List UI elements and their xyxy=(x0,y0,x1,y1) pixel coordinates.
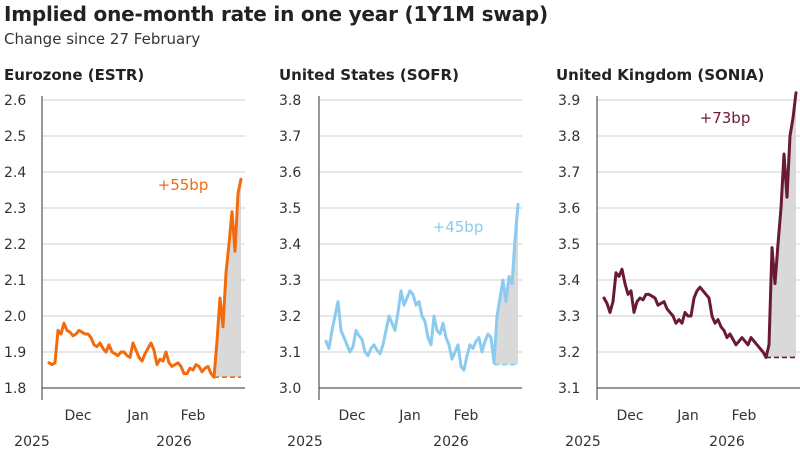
y-tick-label: 3.3 xyxy=(279,273,301,289)
y-tick-label: 3.7 xyxy=(279,129,301,145)
y-tick-label: 2.3 xyxy=(4,201,26,217)
y-tick-label: 2.4 xyxy=(4,165,26,181)
y-tick-label: 2.5 xyxy=(4,129,26,145)
x-tick-label: Dec xyxy=(616,408,643,424)
y-tick-label: 3.4 xyxy=(558,273,580,289)
panel-eurozone: Eurozone (ESTR) 2.6 2.5 2.4 2.3 2.2 2.1 2.0 1.9 1… xyxy=(4,66,245,450)
series-line xyxy=(324,202,520,372)
panel-title: Eurozone (ESTR) xyxy=(4,66,144,84)
chart-title: Implied one-month rate in one year (1Y1M… xyxy=(4,2,548,26)
series-line xyxy=(47,177,243,379)
change-area xyxy=(494,204,518,365)
change-annotation: +73bp xyxy=(700,109,751,127)
x-tick-label: Jan xyxy=(676,408,699,424)
year-label: 2025 xyxy=(14,434,50,450)
x-tick-label: Feb xyxy=(732,408,757,424)
x-tick-label: Feb xyxy=(181,408,206,424)
y-tick-label: 3.6 xyxy=(279,165,301,181)
y-tick-label: 2.0 xyxy=(4,309,26,325)
x-tick-label: Jan xyxy=(398,408,421,424)
panel-united-states: United States (SOFR) 3.8 3.7 3.6 3.5 3.4 3.3 3.… xyxy=(279,66,522,450)
panel-title: United States (SOFR) xyxy=(279,66,459,84)
y-tick-label: 3.8 xyxy=(558,129,580,145)
change-area xyxy=(214,179,241,378)
y-tick-label: 3.4 xyxy=(279,237,301,253)
y-tick-label: 3.0 xyxy=(279,381,301,397)
y-tick-label: 3.9 xyxy=(558,93,580,109)
y-tick-label: 3.2 xyxy=(279,309,301,325)
y-tick-label: 2.6 xyxy=(4,93,26,109)
series-line xyxy=(602,91,798,359)
year-label: 2026 xyxy=(709,434,745,450)
change-annotation: +45bp xyxy=(433,218,484,236)
x-tick-label: Dec xyxy=(64,408,91,424)
y-tick-label: 3.1 xyxy=(558,381,580,397)
year-label: 2025 xyxy=(287,434,323,450)
chart-subtitle: Change since 27 February xyxy=(4,30,201,48)
x-tick-label: Dec xyxy=(338,408,365,424)
y-tick-label: 3.7 xyxy=(558,165,580,181)
panel-title: United Kingdom (SONIA) xyxy=(556,66,764,84)
y-tick-label: 1.9 xyxy=(4,345,26,361)
y-tick-label: 2.1 xyxy=(4,273,26,289)
y-tick-label: 3.5 xyxy=(279,201,301,217)
x-tick-label: Feb xyxy=(454,408,479,424)
y-tick-label: 3.6 xyxy=(558,201,580,217)
y-tick-label: 2.2 xyxy=(4,237,26,253)
year-label: 2026 xyxy=(156,434,192,450)
change-annotation: +55bp xyxy=(158,176,209,194)
y-tick-label: 3.5 xyxy=(558,237,580,253)
y-tick-label: 3.2 xyxy=(558,345,580,361)
y-tick-label: 3.8 xyxy=(279,93,301,109)
x-tick-label: Jan xyxy=(126,408,149,424)
y-tick-label: 3.1 xyxy=(279,345,301,361)
y-tick-label: 1.8 xyxy=(4,381,26,397)
year-label: 2026 xyxy=(433,434,469,450)
panel-united-kingdom: United Kingdom (SONIA) 3.9 3.8 3.7 3.6 3.5 3.4… xyxy=(556,66,800,450)
y-tick-label: 3.3 xyxy=(558,309,580,325)
year-label: 2025 xyxy=(565,434,601,450)
